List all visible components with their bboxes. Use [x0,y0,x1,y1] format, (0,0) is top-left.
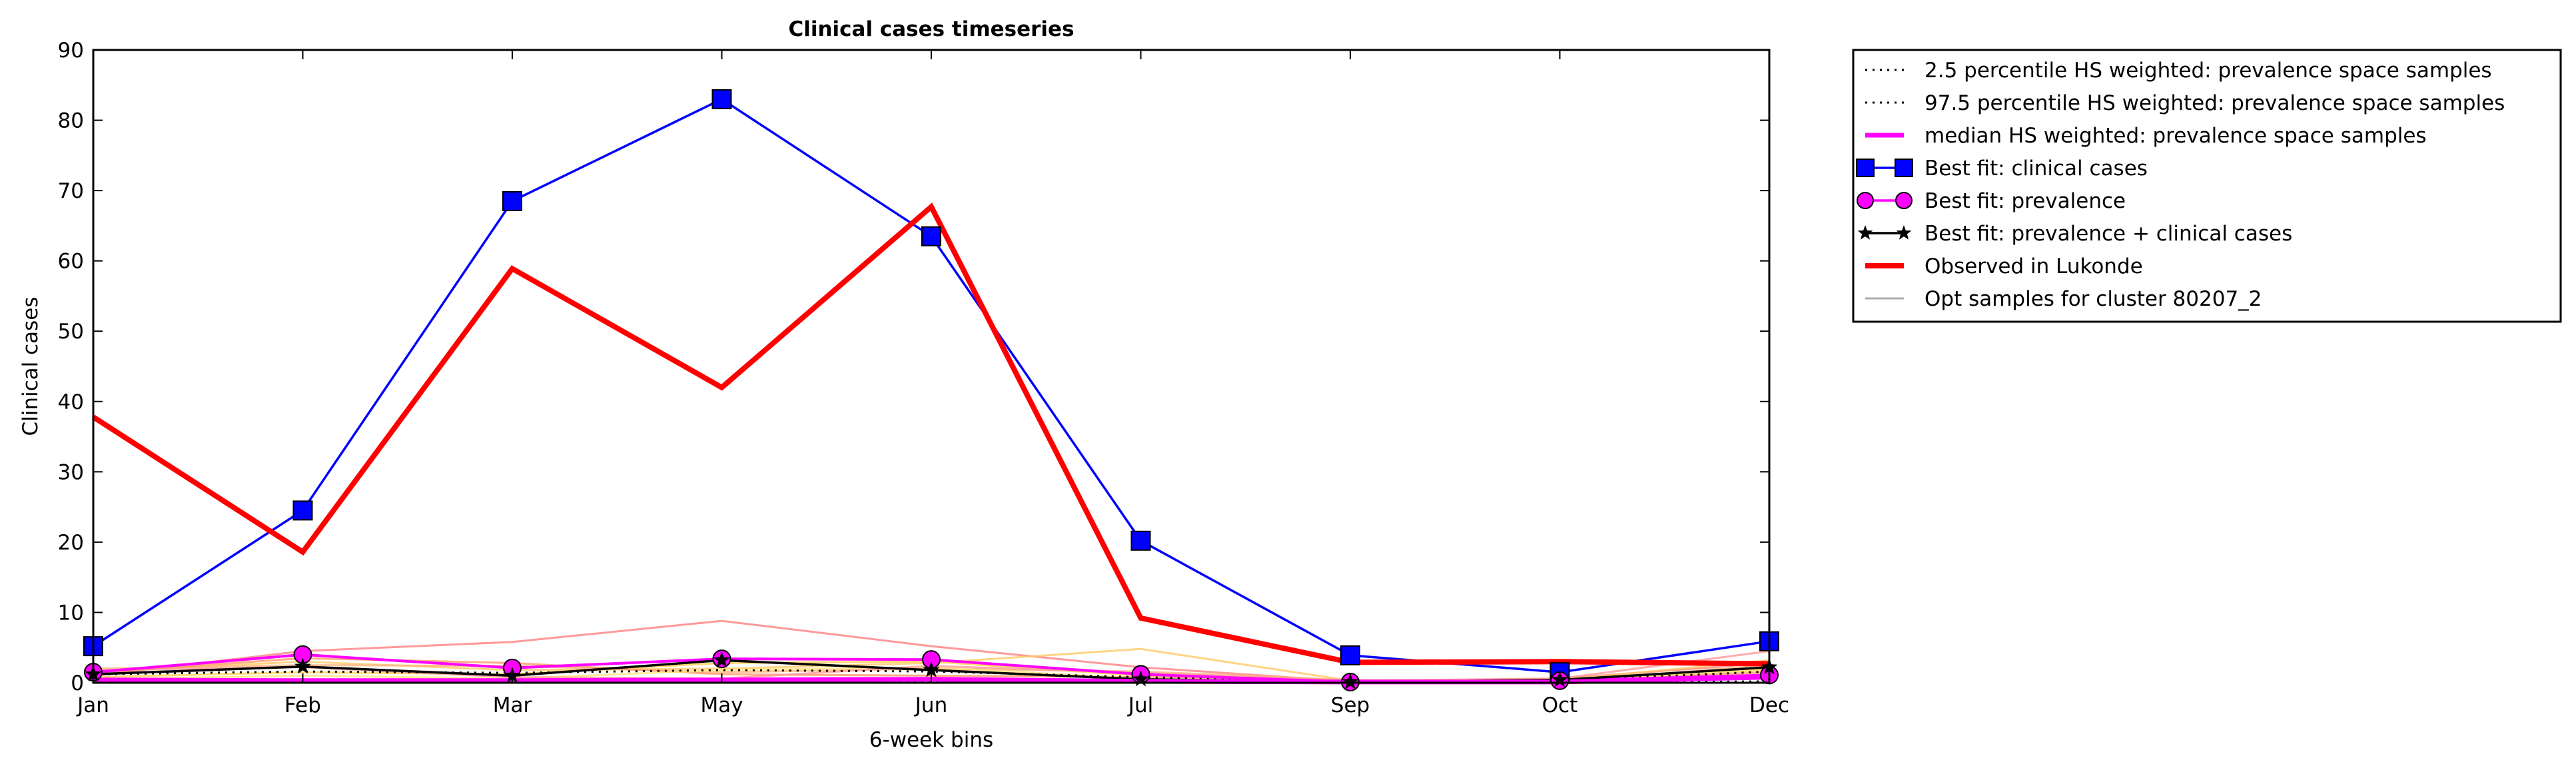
y-tick-label-9: 80 [58,109,84,133]
x-tick-label-4: May [700,693,743,717]
x-tick-label-6: Jul [1127,693,1153,717]
x-tick-label-5: Jun [914,693,947,717]
percentile-line-2 [93,669,1770,683]
marker-s4-p5 [923,661,940,677]
marker-s4-p4 [713,651,730,667]
x-tick-label-7: Sep [1331,693,1370,717]
plot-frame [92,49,1771,684]
legend-entry-6: Best fit: prevalence + clinical cases [1857,222,2292,246]
marker-s1-p3 [502,191,522,211]
y-tick-label-1: 0 [71,671,84,695]
legend-label-7: Observed in Lukonde [1925,254,2143,278]
y-tick-label-10: 90 [58,39,84,63]
legend-marker-6-2 [1896,225,1912,240]
y-axis: 0 10 20 30 40 50 60 70 80 90 [58,39,1769,695]
x-axis-label: 6-week bins [869,728,993,752]
marker-s1-p2 [292,500,313,521]
legend-label-6: Best fit: prevalence + clinical cases [1925,222,2292,246]
legend-label-8: Opt samples for cluster 80207_2 [1925,287,2262,311]
legend-marker-6-1 [1857,225,1873,240]
legend-frame [1852,49,2562,323]
x-tick-label-9: Dec [1749,693,1789,717]
series-lines-group [91,97,1770,685]
x-tick-label-2: Feb [284,693,321,717]
legend-label-2: 97.5 percentile HS weighted: prevalence … [1925,91,2505,115]
legend-entry-1: 2.5 percentile HS weighted: prevalence s… [1865,59,2492,83]
x-axis: Jan Feb Mar May Jun Jul Sep Oct Dec [76,50,1789,717]
marker-s1-p5 [921,226,941,246]
legend-entry-5: Best fit: prevalence [1857,189,2126,213]
y-tick-label-6: 50 [58,320,84,344]
marker-s1-p4 [711,89,732,109]
y-tick-label-7: 60 [58,250,84,274]
y-axis-label: Clinical cases [19,296,43,436]
x-tick-label-8: Oct [1542,693,1578,717]
y-tick-label-2: 10 [58,601,84,625]
y-tick-label-4: 30 [58,460,84,484]
legend-label-3: median HS weighted: prevalence space sam… [1925,124,2427,148]
legend: 2.5 percentile HS weighted: prevalence s… [1852,49,2562,323]
markers-group [83,89,1779,691]
legend-marker-4-2 [1895,159,1913,177]
legend-marker-5-1 [1857,192,1874,209]
y-tick-label-8: 70 [58,179,84,203]
legend-label-5: Best fit: prevalence [1925,189,2126,213]
legend-label-1: 2.5 percentile HS weighted: prevalence s… [1925,59,2492,83]
legend-marker-5-2 [1895,192,1913,209]
marker-s1-p7 [1340,645,1360,665]
legend-label-4: Best fit: clinical cases [1925,157,2148,181]
legend-entry-2: 97.5 percentile HS weighted: prevalence … [1865,91,2505,115]
chart-title: Clinical cases timeseries [788,17,1074,41]
x-tick-label-1: Jan [76,693,109,717]
legend-entry-4: Best fit: clinical cases [1856,157,2148,181]
series-line-2 [91,202,1770,667]
series-line-1 [93,97,1770,673]
legend-entry-8: Opt samples for cluster 80207_2 [1865,287,2262,311]
marker-s1-p6 [1130,530,1151,551]
marker-s4-p2 [294,657,311,674]
legend-entry-7: Observed in Lukonde [1865,254,2143,278]
x-tick-label-3: Mar [493,693,532,717]
legend-entry-3: median HS weighted: prevalence space sam… [1865,124,2427,148]
legend-marker-4-1 [1856,159,1875,177]
y-tick-label-5: 40 [58,390,84,414]
y-tick-label-3: 20 [58,531,84,555]
